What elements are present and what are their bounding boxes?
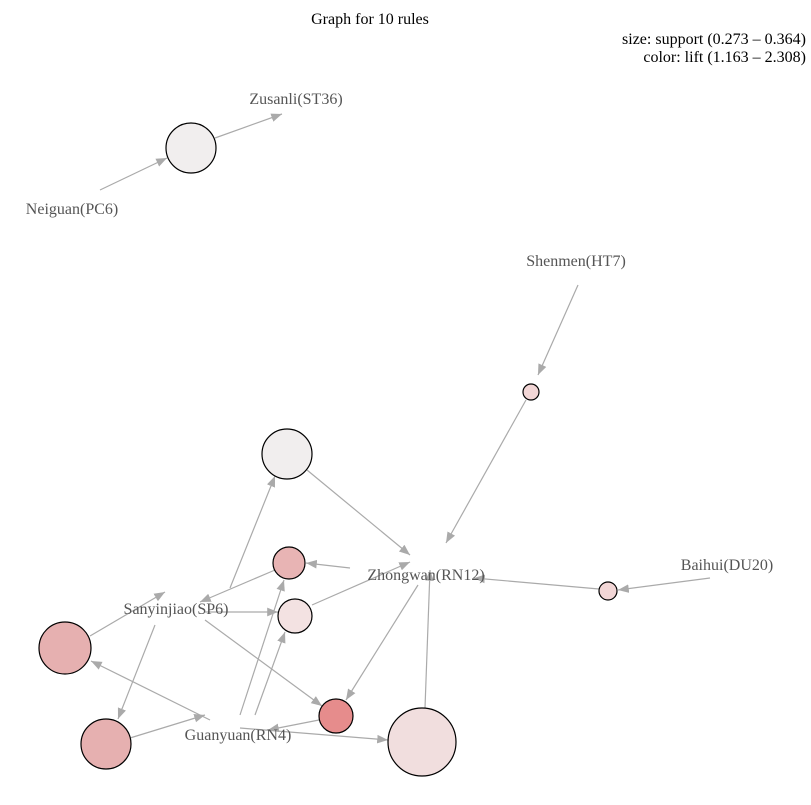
item-label: Neiguan(PC6) [26,201,118,218]
legend-color: color: lift (1.163 – 2.308) [643,49,806,66]
item-label: Guanyuan(RN4) [185,727,292,744]
item-label: Sanyinjiao(SP6) [124,601,229,618]
item-label: Zhongwan(RN12) [367,567,484,584]
item-label: Zusanli(ST36) [249,91,342,108]
title: Graph for 10 rules [311,11,429,28]
item-label: Shenmen(HT7) [526,253,626,270]
edges [89,113,711,744]
rule-nodes [38,122,618,777]
legend-size: size: support (0.273 – 0.364) [622,31,806,48]
item-labels: Zusanli(ST36) Neiguan(PC6) Shenmen(HT7) … [26,91,773,744]
item-label: Baihui(DU20) [681,557,773,574]
